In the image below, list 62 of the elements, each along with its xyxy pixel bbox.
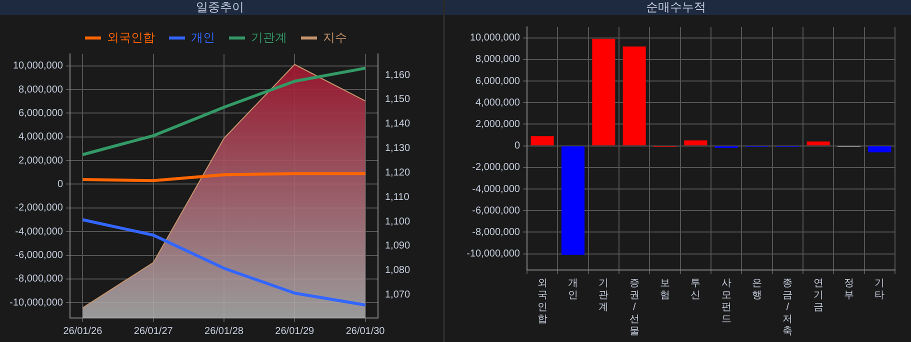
bar bbox=[562, 146, 584, 255]
y2-tick-label: 1,100 bbox=[385, 216, 410, 228]
y2-tick-label: 1,070 bbox=[385, 290, 410, 301]
x-tick-label: 투신 bbox=[690, 278, 701, 301]
x-tick-label: 26/01/27 bbox=[134, 326, 174, 337]
y2-tick-label: 1,120 bbox=[385, 167, 410, 178]
x-tick-label: 정부 bbox=[844, 278, 854, 301]
y2-tick-label: 1,150 bbox=[385, 94, 410, 106]
y-tick-label: -8,000,000 bbox=[15, 274, 64, 285]
y-tick-label: 0 bbox=[514, 140, 520, 152]
x-tick-label: 26/01/29 bbox=[275, 326, 315, 337]
y-tick-label: 6,000,000 bbox=[476, 76, 520, 87]
y2-tick-label: 1,160 bbox=[385, 70, 410, 81]
y-tick-label: 2,000,000 bbox=[476, 118, 520, 130]
x-tick-label: 종금/저축 bbox=[782, 278, 793, 337]
x-tick-label: 연기금 bbox=[813, 278, 824, 313]
x-tick-label: 사모펀드 bbox=[721, 278, 732, 325]
bar bbox=[806, 141, 830, 146]
bar bbox=[684, 140, 708, 146]
y-tick-label: -8,000,000 bbox=[472, 226, 520, 238]
x-tick-label: 개인 bbox=[568, 278, 578, 301]
y-tick-label: 8,000,000 bbox=[18, 84, 64, 96]
y-tick-label: -2,000,000 bbox=[472, 162, 520, 174]
bar bbox=[868, 146, 892, 152]
y-tick-label: 4,000,000 bbox=[476, 97, 520, 108]
y-tick-label: 6,000,000 bbox=[18, 108, 64, 119]
y-tick-label: 8,000,000 bbox=[476, 54, 520, 66]
x-tick-label: 기관계 bbox=[598, 278, 609, 313]
y-tick-label: -10,000,000 bbox=[466, 248, 520, 260]
chart-title: 순매수누적 bbox=[645, 0, 707, 15]
y2-tick-label: 1,080 bbox=[385, 265, 410, 276]
y2-tick-label: 1,090 bbox=[385, 240, 410, 252]
y-tick-label: -10,000,000 bbox=[10, 297, 64, 308]
x-tick-label: 은행 bbox=[752, 278, 762, 301]
y2-tick-label: 1,140 bbox=[385, 118, 410, 130]
y-tick-label: -4,000,000 bbox=[472, 184, 520, 195]
y-tick-label: -6,000,000 bbox=[15, 250, 64, 262]
x-tick-label: 기타 bbox=[874, 278, 885, 301]
chart-title: 일중추이 bbox=[195, 0, 245, 15]
y-tick-label: 10,000,000 bbox=[470, 32, 520, 44]
legend-label: 개인 bbox=[191, 30, 215, 44]
x-tick-label: 외국인합 bbox=[537, 278, 548, 325]
bar bbox=[592, 38, 616, 146]
y2-tick-label: 1,130 bbox=[385, 143, 410, 154]
x-tick-label: 보험 bbox=[660, 278, 670, 301]
x-tick-label: 26/01/26 bbox=[63, 326, 103, 337]
bar bbox=[622, 46, 646, 146]
legend-label: 기관계 bbox=[251, 30, 287, 44]
bar bbox=[530, 136, 554, 146]
x-tick-label: 26/01/28 bbox=[204, 326, 244, 337]
y-tick-label: 10,000,000 bbox=[12, 60, 64, 72]
legend-label: 외국인합 bbox=[107, 30, 155, 44]
y-tick-label: -6,000,000 bbox=[472, 205, 520, 216]
y-tick-label: -2,000,000 bbox=[15, 202, 64, 214]
x-tick-label: 증권/선물 bbox=[629, 278, 640, 337]
y-tick-label: -4,000,000 bbox=[15, 226, 64, 238]
y-tick-label: 0 bbox=[57, 178, 64, 190]
x-tick-label: 26/01/30 bbox=[346, 326, 386, 337]
y-tick-label: 2,000,000 bbox=[18, 155, 64, 166]
y2-tick-label: 1,110 bbox=[385, 192, 410, 203]
legend-label: 지수 bbox=[323, 30, 347, 44]
y-tick-label: 4,000,000 bbox=[18, 132, 64, 143]
